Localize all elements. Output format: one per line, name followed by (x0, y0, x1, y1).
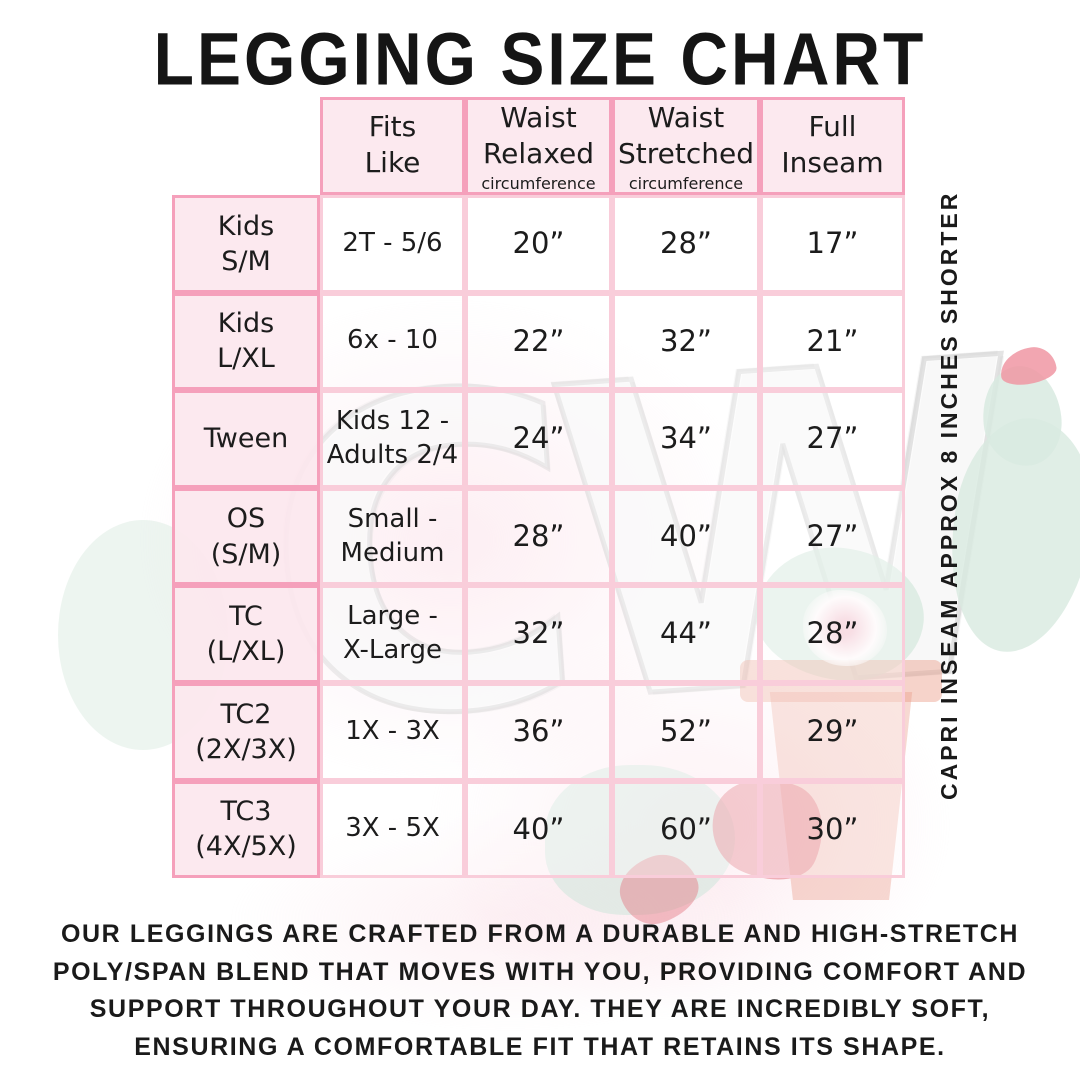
fits-like-cell: Large - X-Large (320, 585, 465, 683)
full-inseam-cell: 27” (760, 390, 905, 488)
capri-inseam-note: CAPRI INSEAM APPROX 8 INCHES SHORTER (936, 190, 962, 800)
row-label-tween: Tween (172, 390, 320, 488)
row-label-tc3: TC3 (4X/5X) (172, 780, 320, 879)
waist-stretched-cell: 60” (612, 780, 760, 879)
waist-stretched-cell: 52” (612, 682, 760, 781)
row-label-tc2: TC2 (2X/3X) (172, 682, 320, 781)
fits-like-cell: 6x - 10 (320, 292, 465, 391)
column-header-label: Full Inseam (781, 109, 884, 179)
waist-stretched-cell: 28” (612, 195, 760, 293)
waist-stretched-cell: 40” (612, 487, 760, 586)
waist-relaxed-cell: 32” (465, 585, 612, 683)
column-header-label: Waist Stretched (618, 100, 754, 171)
cactus-pad-icon (977, 362, 1067, 470)
fits-like-cell: 1X - 3X (320, 682, 465, 781)
full-inseam-cell: 30” (760, 780, 905, 879)
column-header-full-inseam: Full Inseam (760, 97, 905, 195)
full-inseam-cell: 28” (760, 585, 905, 683)
row-label-kids-lxl: Kids L/XL (172, 292, 320, 391)
waist-stretched-cell: 32” (612, 292, 760, 391)
waist-relaxed-cell: 22” (465, 292, 612, 391)
waist-relaxed-cell: 28” (465, 487, 612, 586)
full-inseam-cell: 27” (760, 487, 905, 586)
full-inseam-cell: 29” (760, 682, 905, 781)
waist-relaxed-cell: 24” (465, 390, 612, 488)
waist-relaxed-cell: 20” (465, 195, 612, 293)
page-title: LEGGING SIZE CHART (153, 17, 927, 100)
row-label-tc: TC (L/XL) (172, 585, 320, 683)
column-header-label: Waist Relaxed (482, 100, 595, 171)
table-corner-cell (172, 97, 320, 195)
column-header-sublabel: circumference (481, 173, 596, 193)
waist-relaxed-cell: 36” (465, 682, 612, 781)
product-description: OUR LEGGINGS ARE CRAFTED FROM A DURABLE … (52, 920, 1028, 1061)
waist-stretched-cell: 44” (612, 585, 760, 683)
column-header-waist-stretched: Waist Stretched circumference (612, 97, 760, 195)
row-label-kids-sm: Kids S/M (172, 195, 320, 293)
waist-relaxed-cell: 40” (465, 780, 612, 879)
column-header-waist-relaxed: Waist Relaxed circumference (465, 97, 612, 195)
column-header-fits-like: Fits Like (320, 97, 465, 195)
column-header-sublabel: circumference (628, 173, 744, 193)
row-label-os: OS (S/M) (172, 487, 320, 586)
fits-like-cell: Kids 12 - Adults 2/4 (320, 390, 465, 488)
fits-like-cell: 3X - 5X (320, 780, 465, 879)
pink-flower-icon (997, 344, 1059, 388)
waist-stretched-cell: 34” (612, 390, 760, 488)
fits-like-cell: 2T - 5/6 (320, 195, 465, 293)
full-inseam-cell: 17” (760, 195, 905, 293)
fits-like-cell: Small - Medium (320, 487, 465, 586)
size-chart-table: Fits Like Waist Relaxed circumference Wa… (172, 97, 905, 879)
column-header-label: Fits Like (364, 109, 421, 179)
full-inseam-cell: 21” (760, 292, 905, 391)
